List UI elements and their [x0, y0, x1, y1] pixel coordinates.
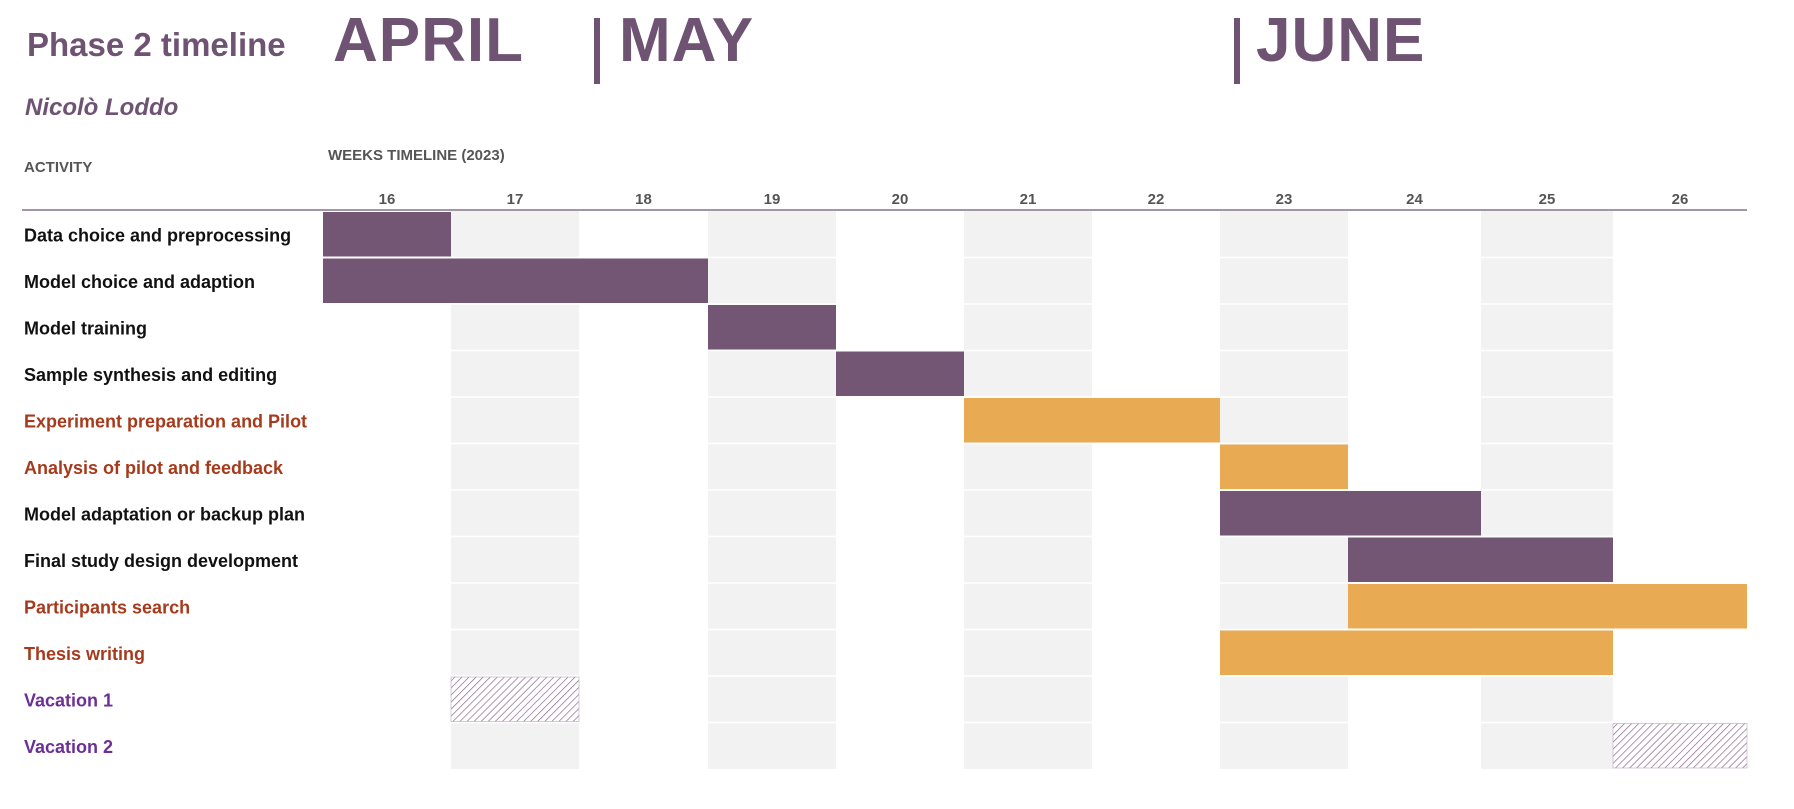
bar-model-choice-and-adaption — [323, 258, 708, 303]
activity-column-header: ACTIVITY — [24, 159, 93, 176]
bar-analysis-of-pilot-and-feedback — [1220, 444, 1348, 489]
activity-label-analysis-of-pilot-and-feedback: Analysis of pilot and feedback — [24, 458, 284, 478]
activity-label-data-choice-and-preprocessing: Data choice and preprocessing — [24, 225, 291, 245]
week-tick-16: 16 — [379, 191, 396, 208]
bar-final-study-design-development — [1348, 537, 1613, 582]
week-tick-20: 20 — [892, 191, 909, 208]
page-title: Phase 2 timeline — [27, 26, 286, 63]
week-tick-21: 21 — [1020, 191, 1037, 208]
week-tick-25: 25 — [1539, 191, 1556, 208]
activity-label-vacation-1: Vacation 1 — [24, 690, 113, 710]
bar-thesis-writing — [1220, 630, 1613, 675]
week-tick-23: 23 — [1276, 191, 1293, 208]
activity-label-sample-synthesis-and-editing: Sample synthesis and editing — [24, 365, 277, 385]
week-tick-18: 18 — [635, 191, 652, 208]
bar-experiment-preparation-and-pilot — [964, 398, 1220, 443]
bar-data-choice-and-preprocessing — [323, 212, 451, 257]
week-tick-17: 17 — [507, 191, 524, 208]
month-may: MAY — [619, 6, 755, 75]
activity-label-model-training: Model training — [24, 318, 147, 338]
activity-label-vacation-2: Vacation 2 — [24, 737, 113, 757]
bar-sample-synthesis-and-editing — [836, 351, 964, 396]
author-name: Nicolò Loddo — [25, 94, 179, 121]
bar-participants-search — [1348, 584, 1747, 629]
week-tick-26: 26 — [1672, 191, 1689, 208]
activity-label-thesis-writing: Thesis writing — [24, 644, 145, 664]
bar-vacation-1 — [450, 676, 580, 722]
weeks-timeline-header: WEEKS TIMELINE (2023) — [328, 147, 505, 164]
activity-label-final-study-design-development: Final study design development — [24, 551, 298, 571]
month-separator-june — [1234, 18, 1240, 84]
activity-label-model-choice-and-adaption: Model choice and adaption — [24, 272, 255, 292]
activity-label-participants-search: Participants search — [24, 597, 190, 617]
month-separator-may — [594, 18, 600, 84]
activity-label-model-adaptation-or-backup-plan: Model adaptation or backup plan — [24, 504, 305, 524]
week-tick-19: 19 — [764, 191, 781, 208]
bar-model-adaptation-or-backup-plan — [1220, 491, 1481, 536]
bar-model-training — [708, 305, 836, 350]
month-april: APRIL — [333, 6, 524, 75]
week-tick-24: 24 — [1406, 191, 1423, 208]
week-tick-22: 22 — [1148, 191, 1165, 208]
activity-label-experiment-preparation-and-pilot: Experiment preparation and Pilot — [24, 411, 307, 431]
bar-vacation-2 — [1612, 723, 1748, 769]
month-june: JUNE — [1256, 6, 1426, 75]
